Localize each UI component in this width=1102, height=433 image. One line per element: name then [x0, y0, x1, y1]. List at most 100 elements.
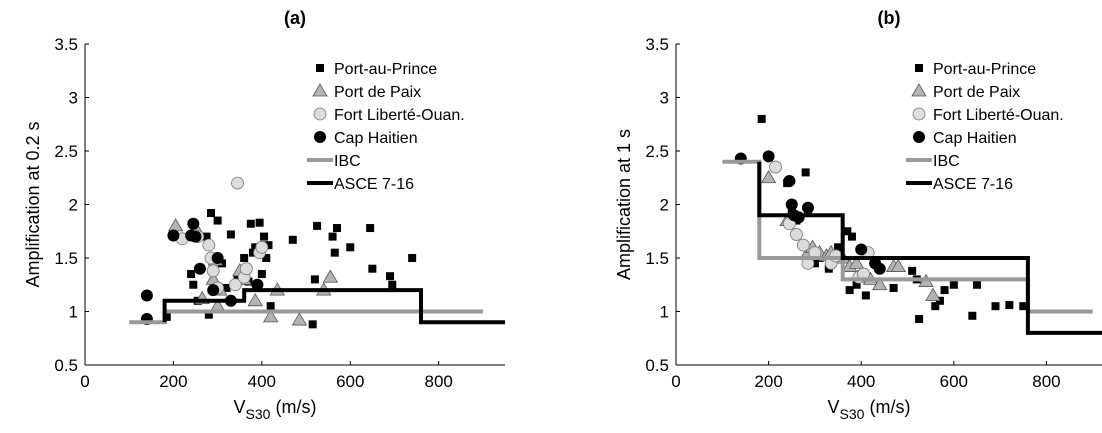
- x-tick-label: 200: [159, 372, 187, 391]
- data-point: [313, 222, 321, 230]
- y-tick-label: 2: [69, 196, 78, 215]
- data-point: [207, 209, 215, 217]
- data-point: [212, 252, 224, 264]
- data-point: [830, 250, 842, 262]
- data-point: [227, 230, 235, 238]
- data-point: [802, 202, 814, 214]
- x-tick-label: 800: [1032, 372, 1060, 391]
- data-point: [346, 243, 354, 251]
- legend-marker: [316, 64, 324, 72]
- data-point: [203, 239, 215, 251]
- data-point: [240, 254, 248, 262]
- data-point: [874, 263, 886, 275]
- legend: Port-au-Prince Port de Paix Fort Liberté-O…: [906, 61, 1064, 193]
- legend-label: ASCE 7-16: [334, 176, 414, 193]
- x-tick-label: 800: [424, 372, 452, 391]
- data-point: [331, 249, 339, 257]
- legend: Port-au-Prince Port de Paix Fort Liberté-O…: [307, 61, 465, 193]
- data-point: [908, 267, 916, 275]
- legend-marker: [913, 131, 925, 143]
- legend-item: ASCE 7-16: [307, 176, 414, 193]
- data-point: [141, 289, 153, 301]
- data-point: [194, 263, 206, 275]
- legend-item: Fort Liberté-Ouan.: [913, 107, 1064, 124]
- y-tick-label: 2.5: [54, 142, 78, 161]
- legend-label: IBC: [933, 153, 960, 170]
- data-point: [167, 230, 179, 242]
- x-tick-label: 600: [940, 372, 968, 391]
- data-point: [214, 217, 222, 225]
- legend-marker: [915, 64, 923, 72]
- data-point: [309, 320, 317, 328]
- y-tick-label: 1: [69, 303, 78, 322]
- data-point: [187, 218, 199, 230]
- data-point: [790, 228, 802, 240]
- legend-marker: [314, 108, 326, 120]
- chart-panel-0: 0.511.522.533.50 200 400 600 800(a)Amplifica…: [23, 8, 505, 422]
- legend-item: Port-au-Prince: [316, 61, 437, 78]
- x-tick-label: 0: [671, 372, 680, 391]
- data-point: [256, 219, 264, 227]
- x-tick-label: 200: [754, 372, 782, 391]
- x-tick-label: 400: [847, 372, 875, 391]
- data-point: [1005, 301, 1013, 309]
- y-tick-label: 3.5: [54, 35, 78, 54]
- chart-title: (b): [878, 8, 901, 28]
- data-point: [802, 168, 810, 176]
- data-point: [323, 270, 337, 282]
- data-point: [992, 302, 1000, 310]
- legend-label: Fort Liberté-Ouan.: [933, 107, 1064, 124]
- y-tick-label: 1: [660, 303, 669, 322]
- chart-title: (a): [284, 8, 306, 28]
- data-point: [770, 161, 782, 173]
- data-point: [763, 150, 775, 162]
- legend-item: Port de Paix: [912, 84, 1020, 101]
- chart-panel-1: 0.5 1 1.5 2 2.5 3 3.5 0 200 400 600 800 (b) Amplifica…: [614, 8, 1102, 422]
- data-point: [950, 281, 958, 289]
- y-axis-label: Amplification at 1 s: [614, 129, 634, 280]
- data-point: [258, 270, 266, 278]
- data-point: [207, 265, 219, 277]
- y-axis-label: Amplification at 0.2 s: [23, 121, 43, 287]
- data-point: [329, 233, 337, 241]
- legend-label: Port de Paix: [933, 84, 1020, 101]
- data-point: [386, 272, 394, 280]
- data-point: [926, 288, 940, 300]
- data-point: [846, 286, 854, 294]
- legend-label: Cap Haitien: [334, 130, 418, 147]
- legend-label: Port de Paix: [334, 84, 421, 101]
- data-point: [311, 275, 319, 283]
- data-point: [260, 233, 268, 241]
- x-axis-label: VS30 (m/s): [234, 397, 317, 422]
- legend-marker: [912, 84, 926, 96]
- legend-marker: [313, 84, 327, 96]
- y-tick-label: 3: [660, 89, 669, 108]
- y-tick-label: 2: [660, 196, 669, 215]
- data-point: [793, 211, 805, 223]
- legend-marker: [913, 108, 925, 120]
- legend-label: Port-au-Prince: [334, 61, 437, 78]
- legend-label: IBC: [334, 153, 361, 170]
- data-point: [890, 284, 898, 292]
- data-point: [187, 270, 195, 278]
- data-point: [848, 233, 856, 241]
- legend-label: Port-au-Prince: [933, 61, 1036, 78]
- legend-marker: [314, 131, 326, 143]
- x-tick-label: 600: [336, 372, 364, 391]
- legend-item: ASCE 7-16: [906, 176, 1013, 193]
- data-point: [169, 219, 183, 231]
- data-point: [248, 294, 262, 306]
- data-point: [941, 286, 949, 294]
- legend-label: ASCE 7-16: [933, 176, 1013, 193]
- legend-item: Cap Haitien: [913, 130, 1017, 147]
- y-tick-label: 3.5: [645, 35, 669, 54]
- data-point: [855, 243, 867, 255]
- data-point: [366, 224, 374, 232]
- data-point: [968, 312, 976, 320]
- data-point: [368, 265, 376, 273]
- data-point: [758, 115, 766, 123]
- data-point: [797, 239, 809, 251]
- data-point: [232, 177, 244, 189]
- data-point: [207, 284, 219, 296]
